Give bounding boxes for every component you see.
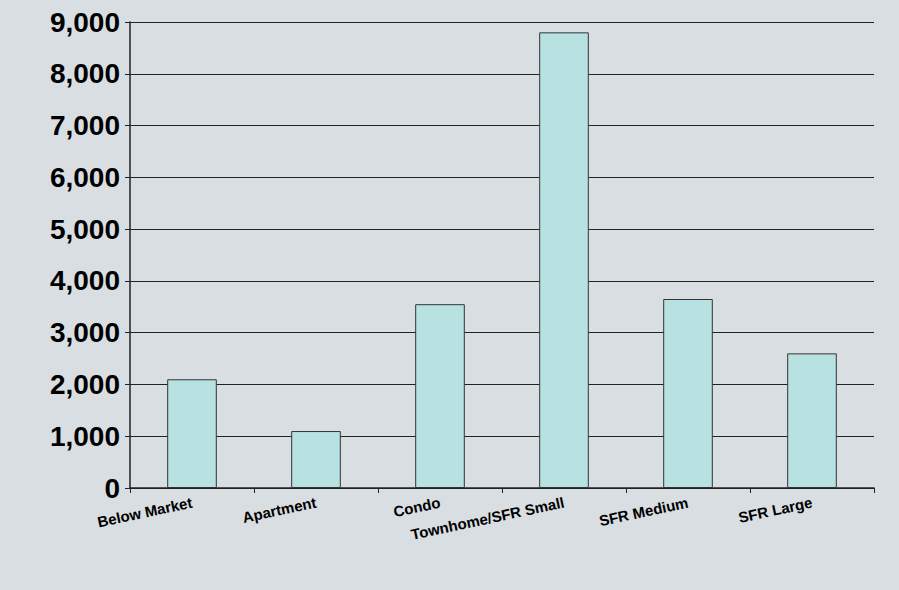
svg-text:2,000: 2,000 bbox=[50, 369, 120, 400]
svg-text:7,000: 7,000 bbox=[50, 110, 120, 141]
svg-text:SFR Medium: SFR Medium bbox=[597, 494, 689, 530]
svg-text:5,000: 5,000 bbox=[50, 214, 120, 245]
svg-text:Condo: Condo bbox=[392, 494, 442, 520]
svg-text:4,000: 4,000 bbox=[50, 265, 120, 296]
svg-text:Townhome/SFR Small: Townhome/SFR Small bbox=[409, 494, 565, 543]
svg-text:8,000: 8,000 bbox=[50, 58, 120, 89]
svg-text:0: 0 bbox=[104, 473, 120, 504]
svg-text:Below Market: Below Market bbox=[96, 494, 194, 531]
svg-text:1,000: 1,000 bbox=[50, 421, 120, 452]
svg-text:6,000: 6,000 bbox=[50, 162, 120, 193]
svg-text:SFR Large: SFR Large bbox=[737, 494, 814, 526]
svg-text:3,000: 3,000 bbox=[50, 317, 120, 348]
svg-text:9,000: 9,000 bbox=[50, 7, 120, 38]
svg-text:Apartment: Apartment bbox=[241, 494, 318, 526]
